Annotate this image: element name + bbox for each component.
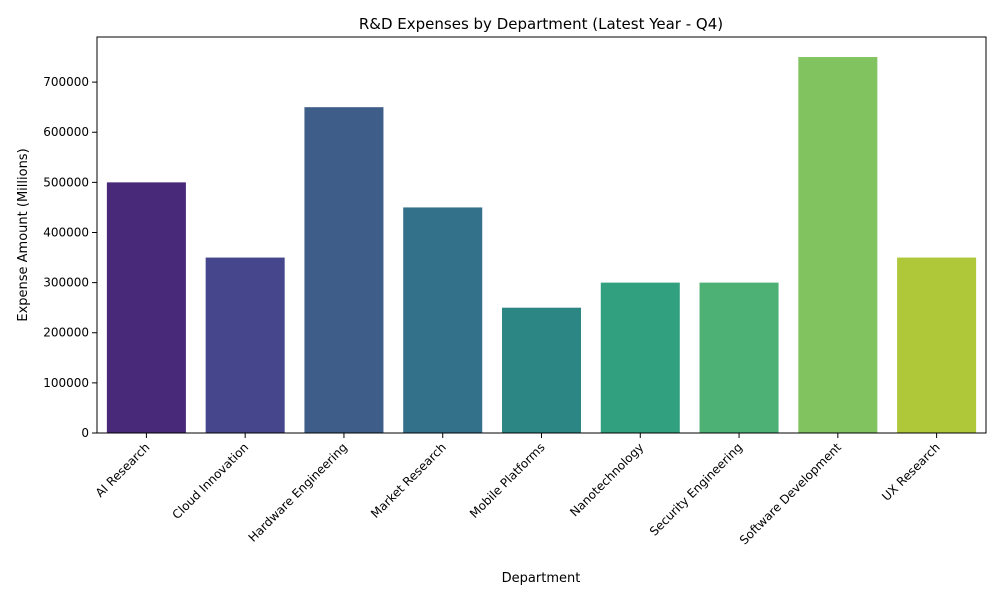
bar-8 (897, 257, 977, 433)
bar-6 (699, 282, 779, 433)
y-axis-label: Expense Amount (Millions) (16, 148, 31, 321)
x-tick-label: Mobile Platforms (467, 440, 548, 521)
bar-0 (106, 182, 186, 433)
bar-1 (205, 257, 285, 433)
y-tick-label: 100000 (43, 376, 89, 390)
y-tick-label: 200000 (43, 326, 89, 340)
y-tick-label: 400000 (43, 225, 89, 239)
y-tick-label: 500000 (43, 175, 89, 189)
y-tick-label: 700000 (43, 75, 89, 89)
x-axis-label: Department (502, 571, 581, 586)
bar-2 (304, 107, 384, 433)
bars-layer (106, 57, 977, 434)
bar-3 (403, 207, 483, 433)
bar-7 (798, 57, 878, 434)
chart-title: R&D Expenses by Department (Latest Year … (359, 15, 723, 33)
x-tick-label: AI Research (93, 440, 153, 500)
bar-4 (501, 307, 582, 433)
y-tick-label: 300000 (43, 276, 89, 290)
x-tick-label: Cloud Innovation (170, 440, 252, 522)
y-tick-label: 600000 (43, 125, 89, 139)
x-tick-label: Security Engineering (647, 440, 745, 538)
x-tick-label: Software Development (737, 440, 844, 547)
x-tick-label: Nanotechnology (567, 440, 646, 519)
x-tick-label: Hardware Engineering (246, 440, 350, 544)
x-tick-label: Market Research (368, 440, 449, 521)
y-tick-label: 0 (81, 426, 89, 440)
bar-5 (600, 282, 680, 433)
x-tick-label: UX Research (879, 440, 943, 504)
